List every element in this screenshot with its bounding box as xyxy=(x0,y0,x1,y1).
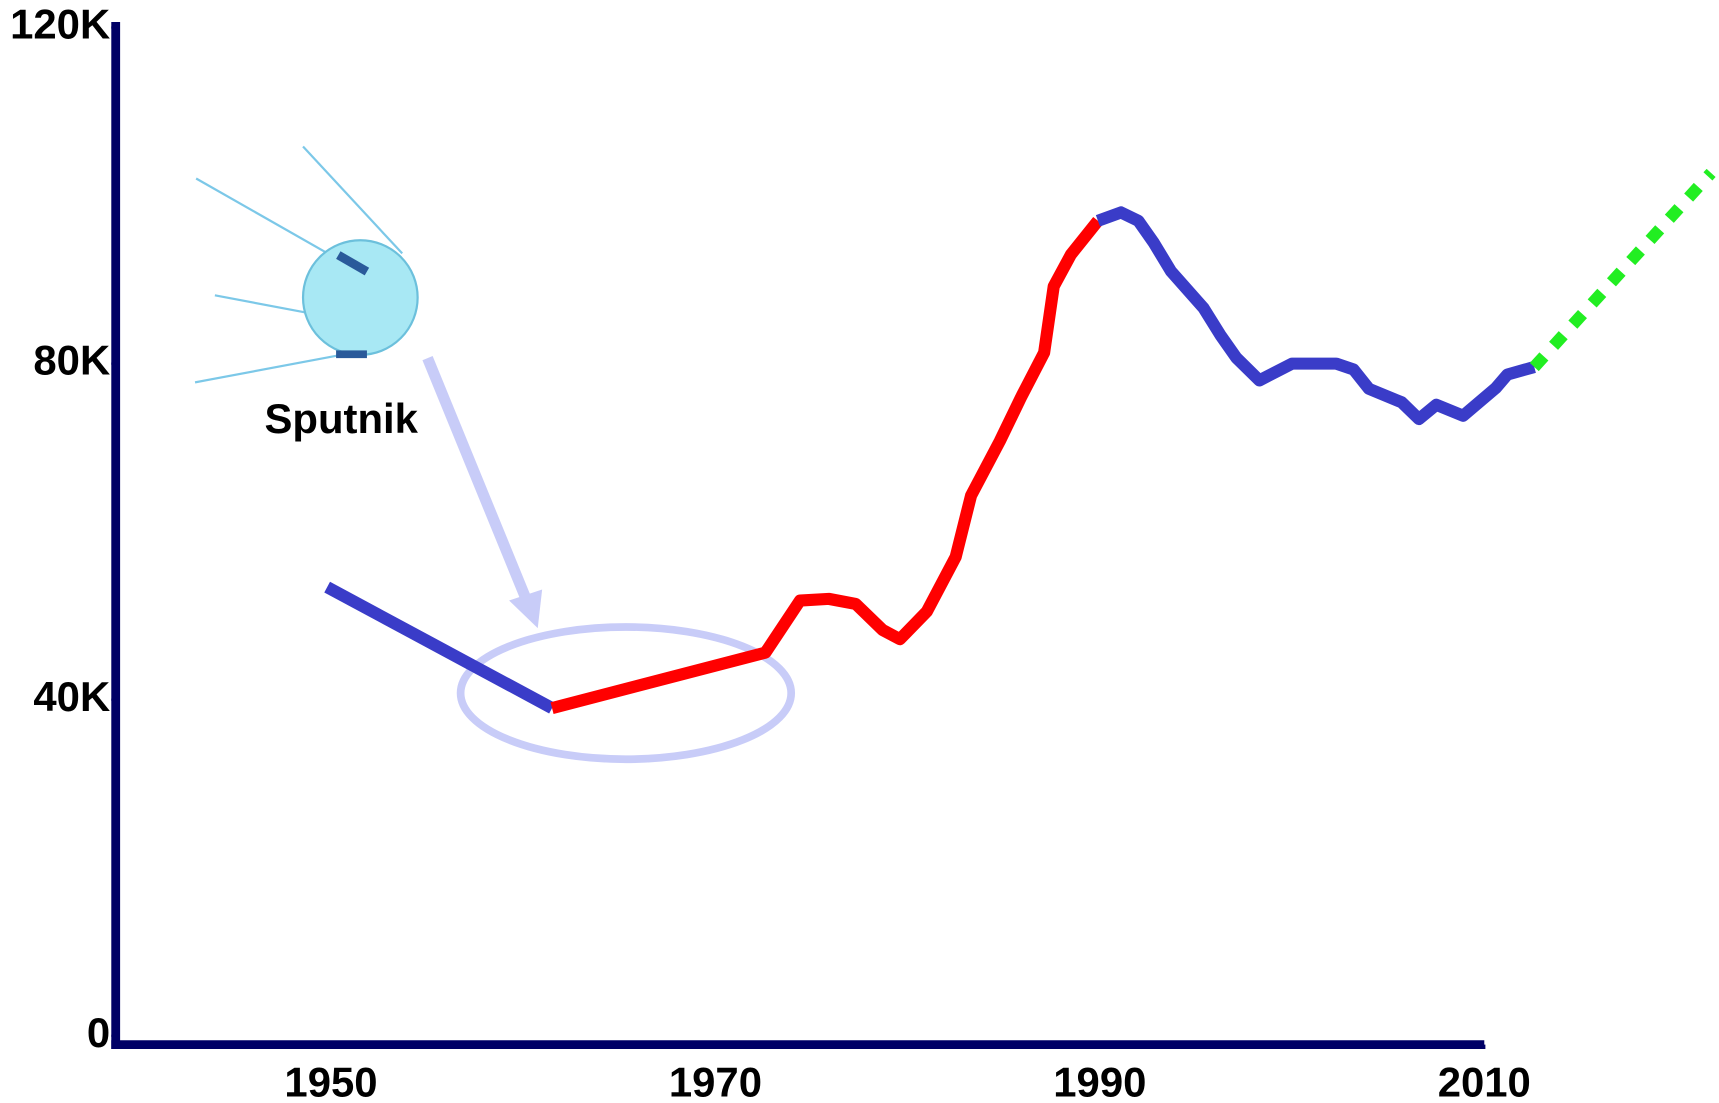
annotation-arrow xyxy=(422,356,543,629)
x-tick-label: 1950 xyxy=(284,1058,377,1103)
data-line xyxy=(550,217,1103,714)
y-tick-label: 120K xyxy=(10,1,110,48)
data-line xyxy=(1095,206,1536,426)
annotation: Sputnik xyxy=(264,395,418,442)
data-line xyxy=(1529,168,1716,372)
y-tick-label: 80K xyxy=(33,337,110,384)
data-line xyxy=(324,581,555,714)
x-tick-label: 1990 xyxy=(1053,1058,1146,1103)
highlight-ellipse xyxy=(456,623,796,764)
y-tick-label: 0 xyxy=(87,1009,110,1056)
y-tick-label: 40K xyxy=(33,673,110,720)
x-tick-label: 2010 xyxy=(1438,1058,1531,1103)
x-tick-label: 1970 xyxy=(669,1058,762,1103)
sputnik-icon xyxy=(194,145,419,384)
